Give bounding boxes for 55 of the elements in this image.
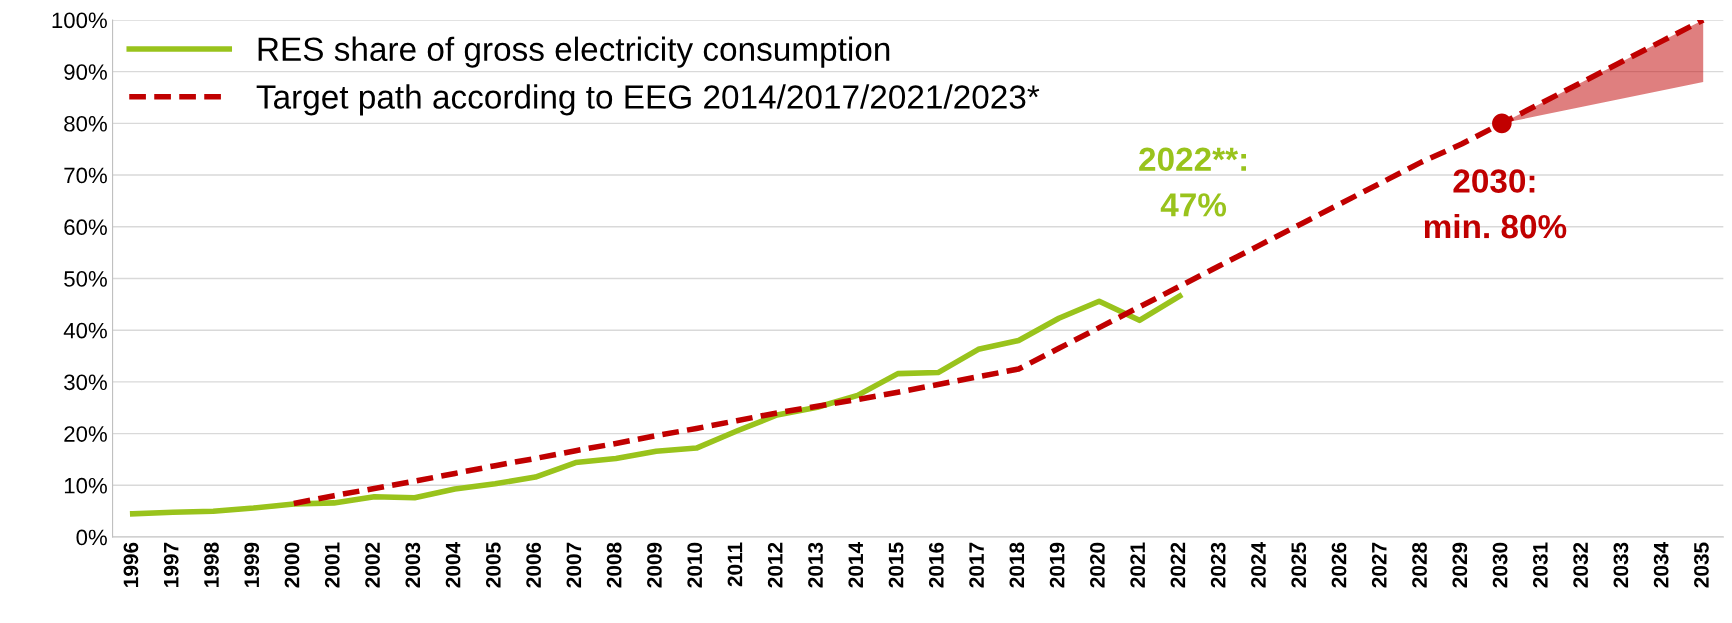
x-tick-label: 2019 [1049, 542, 1065, 588]
x-tick-label: 2007 [566, 542, 582, 588]
annotation: 2030: min. 80% [1424, 169, 1567, 239]
y-tick-label: 10% [64, 477, 107, 494]
x-tick-label: 2014 [848, 541, 864, 588]
x-tick-label: 2011 [727, 542, 743, 587]
legend-label: RES share of gross electricity consumption [258, 36, 890, 68]
x-tick-label: 2010 [687, 542, 703, 588]
x-tick-label: 2003 [405, 542, 421, 588]
x-tick-label: 2031 [1532, 542, 1548, 588]
x-tick-label: 2035 [1694, 542, 1709, 588]
x-tick-label: 1998 [204, 542, 219, 587]
x-tick-label: 2025 [1291, 542, 1307, 588]
x-tick-label: 2009 [647, 542, 662, 588]
x-tick-label: 2022 [1170, 542, 1186, 588]
x-tick-label: 2001 [324, 542, 340, 588]
x-tick-label: 1997 [163, 542, 179, 587]
y-tick-label: 0% [76, 529, 107, 546]
x-tick-label: 2033 [1613, 542, 1629, 588]
x-tick-label: 2029 [1452, 542, 1468, 588]
x-tick-label: 2028 [1412, 542, 1427, 588]
x-tick-label: 2034 [1653, 541, 1669, 588]
x-tick-label: 2002 [365, 542, 380, 588]
x-tick-label: 2024 [1251, 541, 1266, 588]
y-tick-label: 100% [52, 12, 107, 29]
x-tick-label: 2006 [526, 542, 541, 588]
x-tick-label: 2004 [445, 541, 461, 588]
x-tick-label: 2008 [606, 542, 622, 588]
x-tick-label: 2017 [969, 542, 984, 588]
x-tick-label: 2032 [1573, 542, 1589, 588]
x-tick-label: 1999 [244, 542, 260, 587]
legend-label: Target path according to EEG 2014/2017/2021/2023* [256, 84, 1040, 116]
x-tick-label: 2020 [1090, 542, 1105, 588]
x-tick-label: 2030 [1492, 542, 1508, 588]
x-tick-label: 2018 [1009, 542, 1025, 588]
y-tick-label: 60% [64, 219, 107, 236]
x-tick-label: 2016 [928, 542, 944, 588]
x-tick-label: 2027 [1371, 542, 1387, 588]
x-tick-label: 2023 [1210, 542, 1226, 588]
x-tick-label: 1996 [123, 542, 139, 587]
x-tick-label: 2015 [888, 542, 904, 588]
y-tick-label: 30% [64, 374, 107, 391]
y-tick-label: 20% [64, 426, 107, 442]
x-tick-label: 2005 [485, 542, 501, 588]
x-tick-label: 2000 [284, 542, 300, 588]
y-tick-label: 70% [64, 167, 107, 184]
annotation: 2022**: 47% [1139, 147, 1246, 217]
x-tick-label: 2012 [767, 542, 783, 588]
x-tick-label: 2013 [808, 542, 823, 588]
x-tick-label: 2021 [1130, 542, 1146, 588]
y-tick-label: 50% [64, 271, 107, 287]
x-tick-label: 2026 [1331, 542, 1347, 588]
y-tick-label: 40% [63, 322, 107, 339]
y-tick-label: 80% [64, 115, 107, 132]
y-tick-label: 90% [64, 64, 107, 80]
